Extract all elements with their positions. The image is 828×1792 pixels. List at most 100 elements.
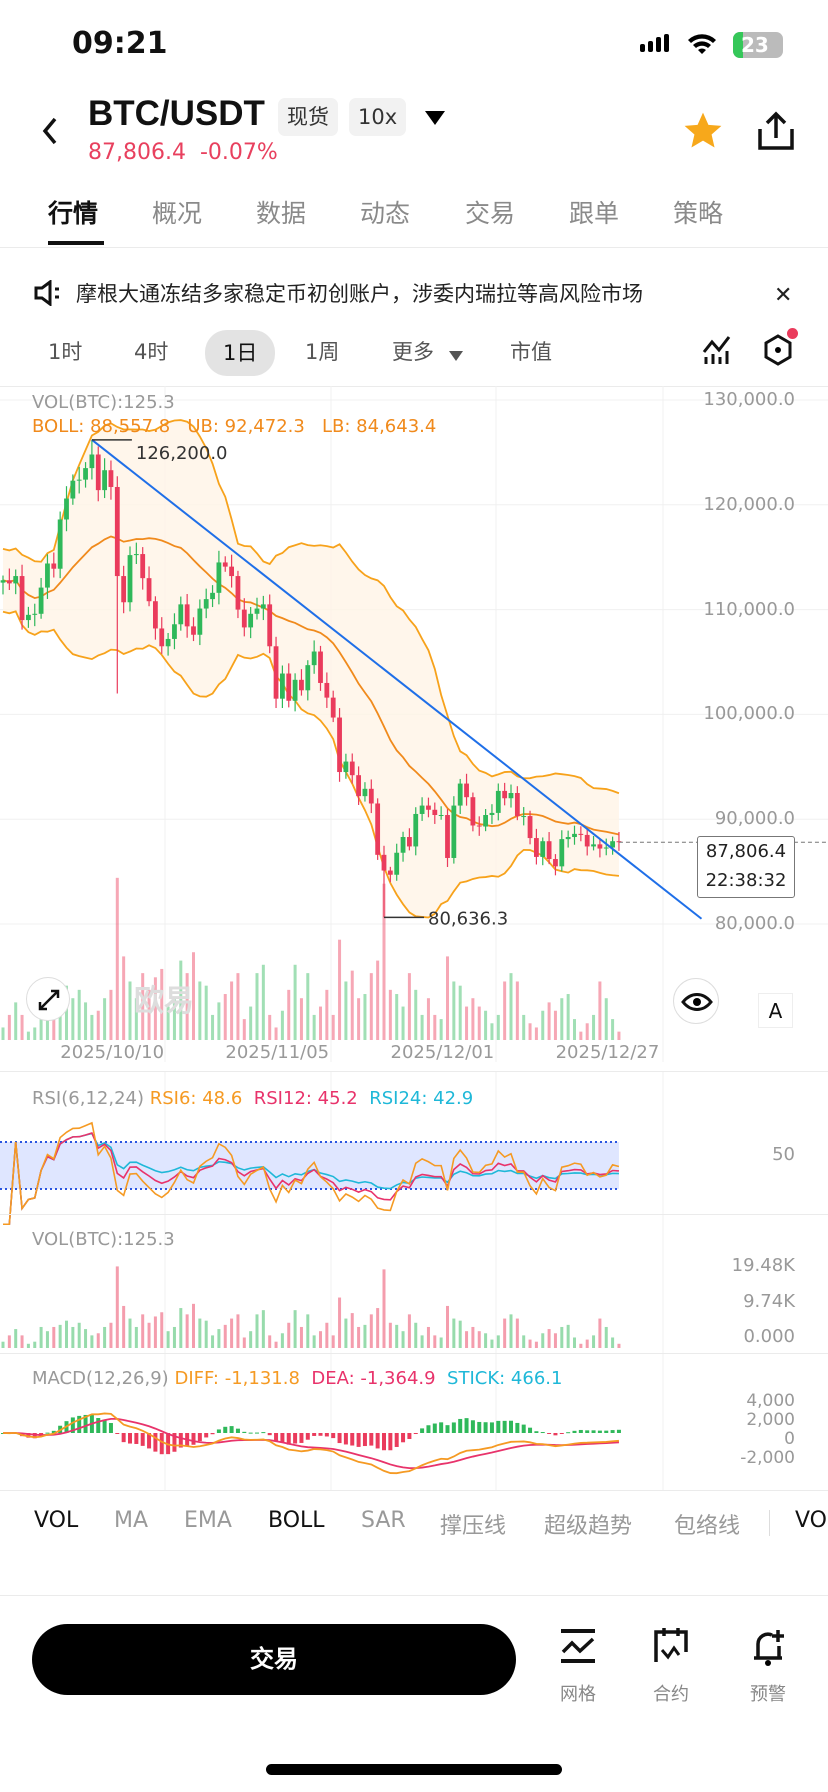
volume-bar (446, 1305, 449, 1348)
interval-3[interactable]: 1周 (305, 340, 340, 364)
tab-0[interactable]: 行情 (48, 199, 99, 228)
volume-bar (160, 968, 164, 1040)
close-news-icon[interactable]: ✕ (774, 283, 793, 308)
trade-button[interactable]: 交易 (32, 1624, 516, 1695)
price-chart[interactable]: 126,200.0 80,636.3 (0, 0, 828, 1500)
interval-2[interactable]: 1日 (205, 330, 276, 376)
price-alert-button[interactable] (738, 1628, 798, 1678)
macd-histogram-bar (267, 1433, 272, 1436)
volume-bar (496, 1014, 500, 1040)
fullscreen-button[interactable] (26, 977, 70, 1021)
macd-histogram-bar (515, 1422, 520, 1433)
trend-line (91, 439, 703, 920)
grid-trading-button[interactable] (548, 1628, 608, 1678)
macd-histogram-bar (585, 1430, 590, 1433)
divider (0, 386, 828, 387)
indicator-5[interactable]: 撑压线 (440, 1514, 507, 1539)
more-dropdown-icon[interactable] (449, 346, 463, 365)
volume-bar (7, 1335, 11, 1348)
volume-bar (299, 1326, 303, 1348)
tab-1[interactable]: 概况 (152, 199, 203, 228)
auto-scale-button[interactable]: A (758, 993, 793, 1028)
volume-bar (109, 1322, 113, 1348)
candle-body (534, 838, 539, 857)
volume-bar (84, 1329, 88, 1348)
indicator-4[interactable]: SAR (361, 1508, 406, 1533)
favorite-star-icon[interactable] (682, 110, 724, 156)
volume-bar (338, 1297, 342, 1348)
chart-settings-hexagon-icon[interactable] (762, 334, 794, 370)
contract-button[interactable] (641, 1628, 701, 1678)
pair-title[interactable]: BTC/USDT (88, 94, 265, 133)
tab-5[interactable]: 跟单 (569, 199, 620, 228)
volume-bar (185, 973, 189, 1040)
macd-stick: STICK: 466.1 (447, 1368, 563, 1389)
volume-bar (338, 939, 342, 1040)
boll-mid-line (2, 535, 620, 836)
tab-3[interactable]: 动态 (360, 199, 411, 228)
candle-body (32, 613, 38, 615)
home-indicator[interactable] (266, 1764, 562, 1775)
rsi-legend: RSI(6,12,24) RSI6: 48.6 RSI12: 45.2 RSI2… (32, 1088, 473, 1109)
volume-bar (433, 1335, 437, 1348)
candle-body (38, 587, 44, 614)
candle-body (127, 555, 133, 603)
indicator-settings-icon[interactable] (702, 334, 732, 370)
interval-0[interactable]: 1时 (48, 340, 83, 364)
macd-histogram-bar (521, 1424, 526, 1433)
market-cap-tab[interactable]: 市值 (510, 340, 552, 364)
price-change: -0.07% (199, 140, 278, 165)
indicator-3[interactable]: BOLL (268, 1508, 325, 1533)
interval-1[interactable]: 4时 (134, 340, 169, 364)
volume-bar (236, 1314, 240, 1348)
indicator-overflow[interactable]: VO (795, 1508, 827, 1533)
indicator-1[interactable]: MA (114, 1508, 149, 1533)
volume-bar (344, 981, 348, 1040)
leverage-chip[interactable]: 10x (349, 98, 407, 136)
indicator-0[interactable]: VOL (34, 1508, 79, 1533)
share-icon[interactable] (757, 111, 795, 155)
visibility-toggle-button[interactable] (673, 978, 719, 1024)
volume-bar (376, 960, 380, 1040)
volume-bar (484, 1010, 488, 1040)
tab-6[interactable]: 策略 (673, 199, 724, 228)
volume-bar (172, 1326, 176, 1348)
market-type-chip[interactable]: 现货 (278, 98, 338, 136)
volume-bar (414, 989, 418, 1040)
volume-bar (566, 994, 570, 1040)
boll-band-fill (3, 420, 619, 918)
volume-bar (465, 1006, 469, 1040)
y-tick-label: 80,000.0 (714, 913, 795, 934)
candle-body (464, 783, 469, 798)
volume-bar (465, 1331, 469, 1348)
interval-more[interactable]: 更多 (392, 340, 434, 364)
volume-bar (249, 1331, 253, 1348)
candle-body (318, 651, 323, 683)
candle-body (565, 837, 571, 840)
indicator-6[interactable]: 超级趋势 (544, 1514, 633, 1539)
volume-bar (388, 989, 392, 1040)
back-button[interactable] (40, 116, 60, 150)
candle-body (83, 468, 88, 480)
macd-histogram-bar (312, 1433, 317, 1436)
volume-bar (573, 1337, 576, 1348)
expand-icon (38, 989, 60, 1011)
indicator-7[interactable]: 包络线 (674, 1514, 741, 1539)
macd-histogram-bar (128, 1433, 132, 1444)
volume-bar (26, 1031, 30, 1040)
volume-bar (287, 989, 291, 1040)
y-tick-label: 90,000.0 (714, 808, 795, 830)
macd-histogram-bar (432, 1423, 437, 1433)
news-ticker[interactable]: 摩根大通冻结多家稳定币初创账户，涉委内瑞拉等高风险市场 (76, 282, 643, 306)
pair-dropdown-icon[interactable] (425, 110, 445, 129)
volume-bar (45, 1006, 49, 1040)
tab-4[interactable]: 交易 (465, 199, 516, 228)
indicator-2[interactable]: EMA (184, 1508, 232, 1533)
divider (0, 1490, 828, 1491)
tab-2[interactable]: 数据 (256, 199, 307, 228)
volume-bar (147, 989, 151, 1040)
macd-histogram-bar (261, 1432, 266, 1434)
rsi24-line (3, 1132, 619, 1226)
macd-histogram-bar (343, 1433, 348, 1445)
volume-bar (261, 1310, 265, 1348)
